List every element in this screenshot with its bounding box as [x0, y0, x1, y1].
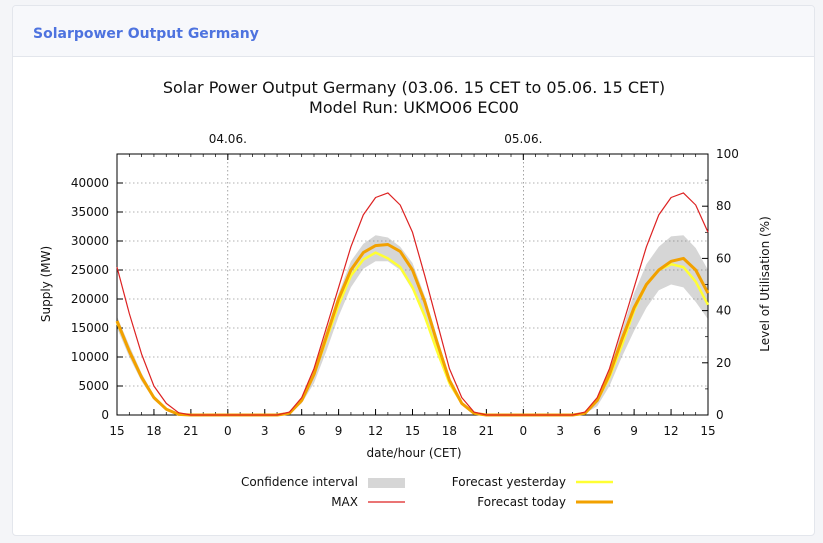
x-tick-label: 0: [224, 424, 232, 438]
x-tick-label: 3: [261, 424, 269, 438]
y2-axis-label: Level of Utilisation (%): [758, 216, 772, 352]
x-top-label: 05.06.: [504, 132, 542, 146]
y-tick-label: 15000: [71, 321, 109, 335]
x-tick-label: 15: [405, 424, 420, 438]
x-tick-label: 3: [556, 424, 564, 438]
x-tick-label: 9: [630, 424, 638, 438]
chart-title: Solar Power Output Germany (03.06. 15 CE…: [163, 78, 665, 97]
x-tick-label: 0: [519, 424, 527, 438]
y-axis-label: Supply (MW): [39, 246, 53, 322]
x-tick-label: 9: [335, 424, 343, 438]
x-top-label: 04.06.: [209, 132, 247, 146]
legend-confidence-swatch: [368, 478, 405, 488]
x-tick-label: 15: [700, 424, 715, 438]
x-tick-label: 12: [663, 424, 678, 438]
x-tick-label: 21: [479, 424, 494, 438]
legend-today-label: Forecast today: [477, 495, 566, 509]
y2-tick-label: 20: [716, 356, 731, 370]
y-tick-label: 20000: [71, 292, 109, 306]
x-tick-label: 21: [183, 424, 198, 438]
x-axis-label: date/hour (CET): [366, 446, 461, 460]
y-tick-label: 0: [101, 408, 109, 422]
x-tick-label: 15: [109, 424, 124, 438]
card-header: Solarpower Output Germany: [13, 6, 814, 57]
y-tick-label: 25000: [71, 263, 109, 277]
y2-tick-label: 100: [716, 147, 739, 161]
y-tick-label: 40000: [71, 176, 109, 190]
y2-tick-label: 40: [716, 304, 731, 318]
legend-yesterday-label: Forecast yesterday: [452, 475, 566, 489]
max-line: [116, 192, 709, 416]
x-tick-label: 6: [298, 424, 306, 438]
legend-max-label: MAX: [331, 495, 358, 509]
chart-subtitle: Model Run: UKMO06 EC00: [309, 98, 519, 117]
y2-tick-label: 60: [716, 251, 731, 265]
x-tick-label: 18: [442, 424, 457, 438]
confidence-band: [117, 235, 708, 415]
y2-tick-label: 0: [716, 408, 724, 422]
legend-confidence-label: Confidence interval: [241, 475, 358, 489]
card-title: Solarpower Output Germany: [33, 26, 259, 42]
chart-card: Solarpower Output Germany Solar Power Ou…: [12, 5, 815, 536]
y-tick-label: 35000: [71, 205, 109, 219]
y-tick-label: 5000: [78, 379, 109, 393]
x-tick-label: 6: [593, 424, 601, 438]
x-tick-label: 12: [368, 424, 383, 438]
y2-tick-label: 80: [716, 199, 731, 213]
y-tick-label: 10000: [71, 350, 109, 364]
y-tick-label: 30000: [71, 234, 109, 248]
x-tick-label: 18: [146, 424, 161, 438]
solar-output-chart: Solar Power Output Germany (03.06. 15 CE…: [39, 78, 772, 509]
